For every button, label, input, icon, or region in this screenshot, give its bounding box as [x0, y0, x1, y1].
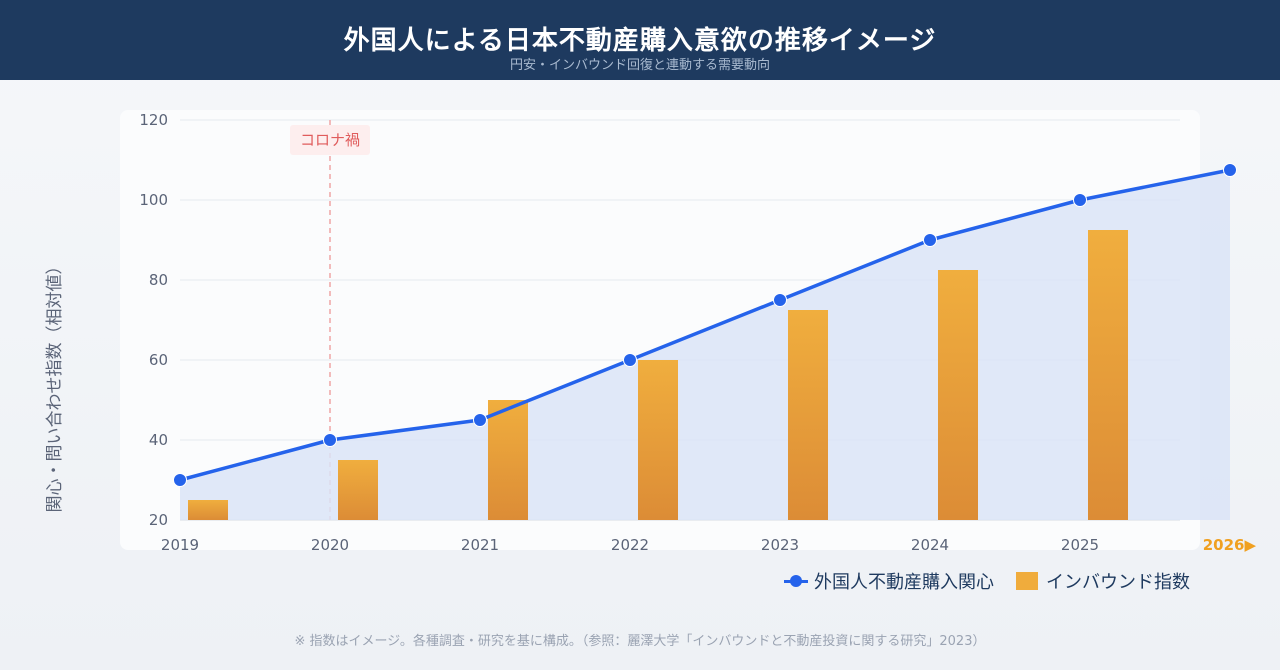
- x-tick-label: 2024: [911, 536, 949, 554]
- line-series: [178, 168, 1232, 482]
- y-tick-label: 120: [139, 111, 168, 129]
- point-2026▶: [1223, 163, 1237, 177]
- x-tick-label: 2020: [311, 536, 349, 554]
- y-tick-label: 40: [149, 431, 168, 449]
- point-2019: [173, 473, 187, 487]
- legend-item-bar: インバウンド指数: [1016, 568, 1190, 594]
- bar-2024: [938, 270, 978, 520]
- y-axis-label: 関心・問い合わせ指数（相対値）: [45, 258, 65, 513]
- bar-2020: [338, 460, 378, 520]
- x-tick-label: 2021: [461, 536, 499, 554]
- point-2022: [623, 353, 637, 367]
- point-2024: [923, 233, 937, 247]
- bar-2025: [1088, 230, 1128, 520]
- page-subtitle: 円安・インバウンド回復と連動する需要動向: [509, 58, 770, 73]
- bar-2021: [488, 400, 528, 520]
- annotation-label: コロナ禍: [300, 131, 360, 149]
- legend-bar-label: インバウンド指数: [1046, 572, 1190, 593]
- bar-2019: [188, 500, 228, 520]
- x-tick-label: 2019: [161, 536, 199, 554]
- legend-line-label: 外国人不動産購入関心: [814, 572, 994, 593]
- annotation-box: [290, 125, 370, 155]
- bar-2023: [788, 310, 828, 520]
- y-tick-label: 100: [139, 191, 168, 209]
- x-tick-label: 2023: [761, 536, 799, 554]
- legend-item-line: 外国人不動産購入関心: [784, 568, 994, 594]
- point-2025: [1073, 193, 1087, 207]
- y-tick-label: 80: [149, 271, 168, 289]
- footnote: ※ 指数はイメージ。各種調査・研究を基に構成。（参照：麗澤大学「インバウンドと不…: [294, 634, 986, 649]
- page-title: 外国人による日本不動産購入意欲の推移イメージ: [343, 26, 937, 56]
- legend-line-swatch: [784, 574, 808, 587]
- legend: 外国人不動産購入関心 インバウンド指数: [762, 568, 1190, 594]
- point-2023: [773, 293, 787, 307]
- point-2021: [473, 413, 487, 427]
- y-tick-label: 20: [149, 511, 168, 529]
- x-tick-label: 2025: [1061, 536, 1099, 554]
- point-2020: [323, 433, 337, 447]
- x-tick-label: 2022: [611, 536, 649, 554]
- bar-2022: [638, 360, 678, 520]
- line-area-fill: [180, 170, 1230, 520]
- header-banner: 外国人による日本不動産購入意欲の推移イメージ 円安・インバウンド回復と連動する需…: [0, 0, 1280, 80]
- y-tick-label: 60: [149, 351, 168, 369]
- legend-bar-swatch: [1016, 572, 1038, 590]
- x-tick-label-highlight: 2026▶: [1203, 536, 1257, 554]
